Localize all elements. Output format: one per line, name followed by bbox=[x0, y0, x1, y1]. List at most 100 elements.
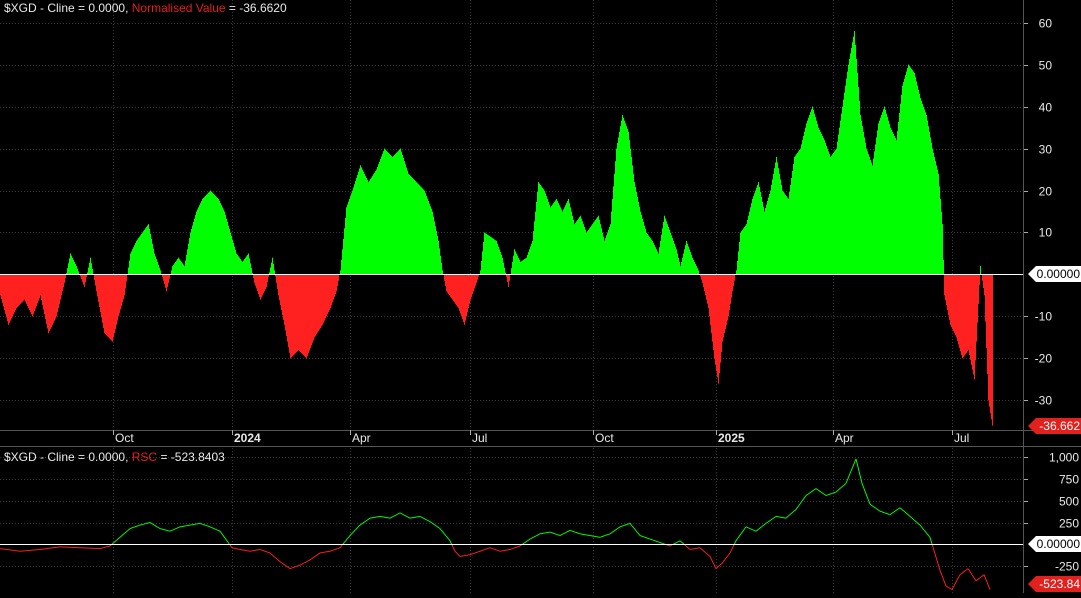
rsc-line-segment bbox=[704, 551, 705, 552]
normalised-value-bar bbox=[893, 134, 894, 275]
rsc-line-segment bbox=[151, 523, 152, 524]
rsc-line-segment bbox=[842, 486, 843, 487]
normalised-value-bar bbox=[671, 235, 672, 274]
normalised-value-bar bbox=[151, 239, 152, 275]
normalised-value-bar bbox=[580, 216, 581, 275]
normalised-value-bar bbox=[663, 222, 664, 274]
normalised-value-bar bbox=[337, 274, 338, 286]
normalised-value-bar bbox=[462, 274, 463, 319]
normalised-value-bar bbox=[235, 250, 236, 274]
normalised-value-bar bbox=[114, 274, 115, 333]
normalised-value-bar bbox=[95, 274, 96, 285]
normalised-value-bar bbox=[682, 258, 683, 275]
rsc-line-segment bbox=[705, 552, 706, 553]
rsc-line-segment bbox=[817, 489, 818, 490]
normalised-value-bar bbox=[691, 255, 692, 275]
normalised-value-bar bbox=[516, 253, 517, 274]
normalised-value-bar bbox=[465, 274, 466, 320]
normalised-value-bar bbox=[948, 274, 949, 315]
normalised-value-bar bbox=[687, 244, 688, 275]
rsc-line-segment bbox=[359, 525, 360, 526]
normalised-value-bar bbox=[353, 187, 354, 274]
rsc-line-segment bbox=[796, 508, 797, 509]
normalised-value-bar bbox=[507, 274, 508, 282]
normalised-value-bar bbox=[609, 227, 610, 275]
normalised-value-bar bbox=[910, 67, 911, 274]
normalised-value-bar bbox=[768, 198, 769, 275]
rsc-line-segment bbox=[435, 525, 436, 526]
rsc-line-segment bbox=[909, 516, 910, 517]
normalised-value-bar bbox=[256, 274, 257, 288]
normalised-value-bar bbox=[952, 274, 953, 329]
normalised-value-bar bbox=[343, 239, 344, 275]
rsc-line-segment bbox=[938, 564, 939, 567]
rsc-line-segment bbox=[619, 527, 620, 528]
normalised-value-bar bbox=[704, 274, 705, 291]
normalised-value-bar bbox=[741, 231, 742, 274]
normalised-value-bar bbox=[712, 274, 713, 341]
rsc-line-segment bbox=[404, 515, 405, 516]
normalised-value-bar bbox=[520, 262, 521, 275]
normalised-value-bar bbox=[440, 256, 441, 275]
rsc-line-segment bbox=[364, 522, 365, 523]
rsc-line-segment bbox=[674, 543, 675, 544]
rsc-line-segment bbox=[318, 554, 319, 555]
rsc-line-segment bbox=[953, 586, 954, 588]
normalised-value-bar bbox=[986, 274, 987, 347]
rsc-line-segment bbox=[289, 568, 290, 569]
normalised-value-bar bbox=[449, 274, 450, 295]
normalised-value-bar bbox=[180, 260, 181, 274]
normalised-value-bar bbox=[492, 238, 493, 274]
normalised-value-bar bbox=[987, 274, 988, 374]
normalised-value-bar bbox=[70, 253, 71, 274]
normalised-value-bar bbox=[885, 110, 886, 274]
rsc-line-segment bbox=[400, 513, 401, 514]
normalised-value-bar bbox=[979, 274, 980, 284]
rsc-line-segment bbox=[365, 521, 366, 522]
normalised-value-bar bbox=[793, 164, 794, 275]
normalised-value-bar bbox=[155, 256, 156, 274]
normalised-value-bar bbox=[590, 227, 591, 275]
rsc-line-segment bbox=[939, 567, 940, 570]
rsc-line-segment bbox=[154, 525, 155, 526]
normalised-value-bar bbox=[522, 260, 523, 274]
rsc-line-segment bbox=[568, 531, 569, 532]
normalised-value-bar bbox=[191, 229, 192, 274]
rsc-line-segment bbox=[917, 523, 918, 524]
normalised-value-bar bbox=[641, 215, 642, 274]
rsc-line-segment bbox=[636, 531, 637, 532]
rsc-line-segment bbox=[686, 546, 687, 547]
rsc-line-segment bbox=[944, 581, 945, 584]
normalised-value-bar bbox=[414, 180, 415, 274]
normalised-value-bar bbox=[499, 249, 500, 274]
normalised-value-bar bbox=[591, 225, 592, 274]
rsc-line-segment bbox=[721, 563, 722, 564]
top-panel-header: $XGD - Cline = 0.0000, Normalised Value … bbox=[4, 1, 287, 15]
normalised-value-bar bbox=[849, 59, 850, 274]
rsc-line-segment bbox=[152, 524, 153, 525]
normalised-value-bar bbox=[548, 202, 549, 275]
rsc-line-segment bbox=[402, 514, 403, 515]
normalised-value-bar bbox=[504, 267, 505, 274]
rsc-line-segment bbox=[158, 527, 159, 528]
rsc-line-segment bbox=[566, 532, 567, 533]
normalised-value-bar bbox=[959, 274, 960, 347]
normalised-value-bar bbox=[567, 201, 568, 274]
normalised-value-bar bbox=[745, 225, 746, 274]
rsc-line-segment bbox=[631, 525, 632, 526]
rsc-line-segment bbox=[447, 537, 448, 538]
normalised-value-bar bbox=[397, 152, 398, 275]
normalised-value-bar bbox=[395, 154, 396, 275]
normalised-value-bar bbox=[445, 274, 446, 286]
normalised-value-bar bbox=[904, 79, 905, 275]
normalised-value-bar bbox=[966, 274, 967, 352]
normalised-value-bar bbox=[529, 249, 530, 274]
normalised-value-bar bbox=[278, 274, 279, 295]
rsc-line-segment bbox=[797, 507, 798, 508]
normalised-value-bar bbox=[727, 274, 728, 320]
normalised-value-bar bbox=[853, 37, 854, 275]
normalised-value-bar bbox=[282, 274, 283, 315]
normalised-value-bar bbox=[496, 241, 497, 275]
normalised-value-bar bbox=[251, 268, 252, 274]
rsc-line-segment bbox=[531, 538, 532, 539]
